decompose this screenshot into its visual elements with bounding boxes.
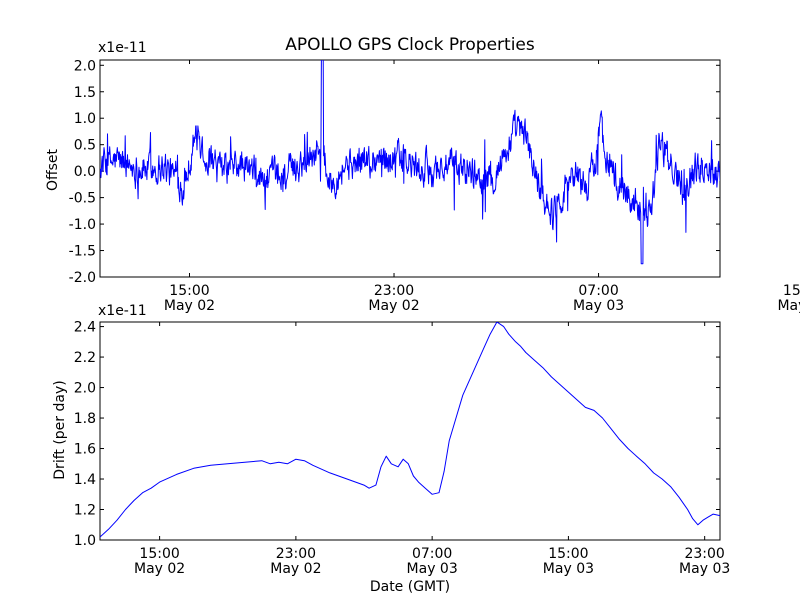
offset-ytick-label: 0.0 bbox=[74, 164, 96, 180]
offset-ytick-label: 1.0 bbox=[74, 111, 96, 127]
chart-title: APOLLO GPS Clock Properties bbox=[285, 35, 535, 55]
drift-y-axis-label: Drift (per day) bbox=[52, 380, 68, 479]
drift-ytick-label: 2.4 bbox=[74, 320, 96, 336]
drift-xtick-label-date: May 03 bbox=[543, 561, 594, 577]
offset-y-axis-label: Offset bbox=[45, 148, 61, 191]
offset-series-line bbox=[100, 60, 720, 265]
drift-plot-frame bbox=[99, 321, 721, 541]
offset-xtick-label-date: May 03 bbox=[777, 298, 800, 314]
drift-xtick-label-date: May 02 bbox=[134, 561, 185, 577]
offset-ytick-label: -1.5 bbox=[69, 244, 96, 260]
drift-series-line bbox=[100, 322, 720, 538]
offset-xtick-label-time: 15:00 bbox=[169, 283, 209, 299]
drift-scale-label: x1e-11 bbox=[98, 303, 147, 319]
offset-xtick-label-time: 23:00 bbox=[374, 283, 414, 299]
x-axis-label: Date (GMT) bbox=[370, 579, 450, 595]
offset-xtick-label-time: 07:00 bbox=[578, 283, 618, 299]
offset-ytick-label: 2.0 bbox=[74, 58, 96, 74]
drift-ytick-label: 1.6 bbox=[74, 442, 96, 458]
drift-xtick-label-date: May 03 bbox=[407, 561, 458, 577]
drift-ytick-label: 1.0 bbox=[74, 533, 96, 549]
drift-xtick-label-date: May 02 bbox=[270, 561, 321, 577]
drift-xtick-label-time: 15:00 bbox=[139, 546, 179, 562]
drift-ytick-label: 2.0 bbox=[74, 381, 96, 397]
drift-xtick-label-time: 23:00 bbox=[684, 546, 724, 562]
offset-xtick-label-date: May 02 bbox=[164, 298, 215, 314]
offset-ytick-label: -1.0 bbox=[69, 217, 96, 233]
drift-xtick-label-time: 15:00 bbox=[548, 546, 588, 562]
offset-ytick-label: 1.5 bbox=[74, 85, 96, 101]
offset-xtick-label-date: May 03 bbox=[573, 298, 624, 314]
drift-xtick-label-time: 07:00 bbox=[412, 546, 452, 562]
offset-xtick-label-date: May 02 bbox=[368, 298, 419, 314]
offset-scale-label: x1e-11 bbox=[98, 40, 147, 56]
drift-ytick-label: 2.2 bbox=[74, 350, 96, 366]
drift-panel: x1e-11 Drift (per day) Date (GMT) 1.0 1.2… bbox=[52, 303, 730, 595]
drift-ytick-label: 1.2 bbox=[74, 503, 96, 519]
drift-xtick-label-date: May 03 bbox=[679, 561, 730, 577]
offset-ytick-label: 0.5 bbox=[74, 138, 96, 154]
offset-ytick-label: -2.0 bbox=[69, 270, 96, 286]
offset-ytick-label: -0.5 bbox=[69, 191, 96, 207]
drift-xtick-label-time: 23:00 bbox=[276, 546, 316, 562]
drift-ytick-label: 1.8 bbox=[74, 411, 96, 427]
offset-panel: x1e-11 Offset -2.0 -1.5 -1.0 -0.5 0.0 0.5 1.0 1… bbox=[45, 40, 800, 314]
offset-xtick-label-time: 15:00 bbox=[783, 283, 800, 299]
drift-ytick-label: 1.4 bbox=[74, 472, 96, 488]
